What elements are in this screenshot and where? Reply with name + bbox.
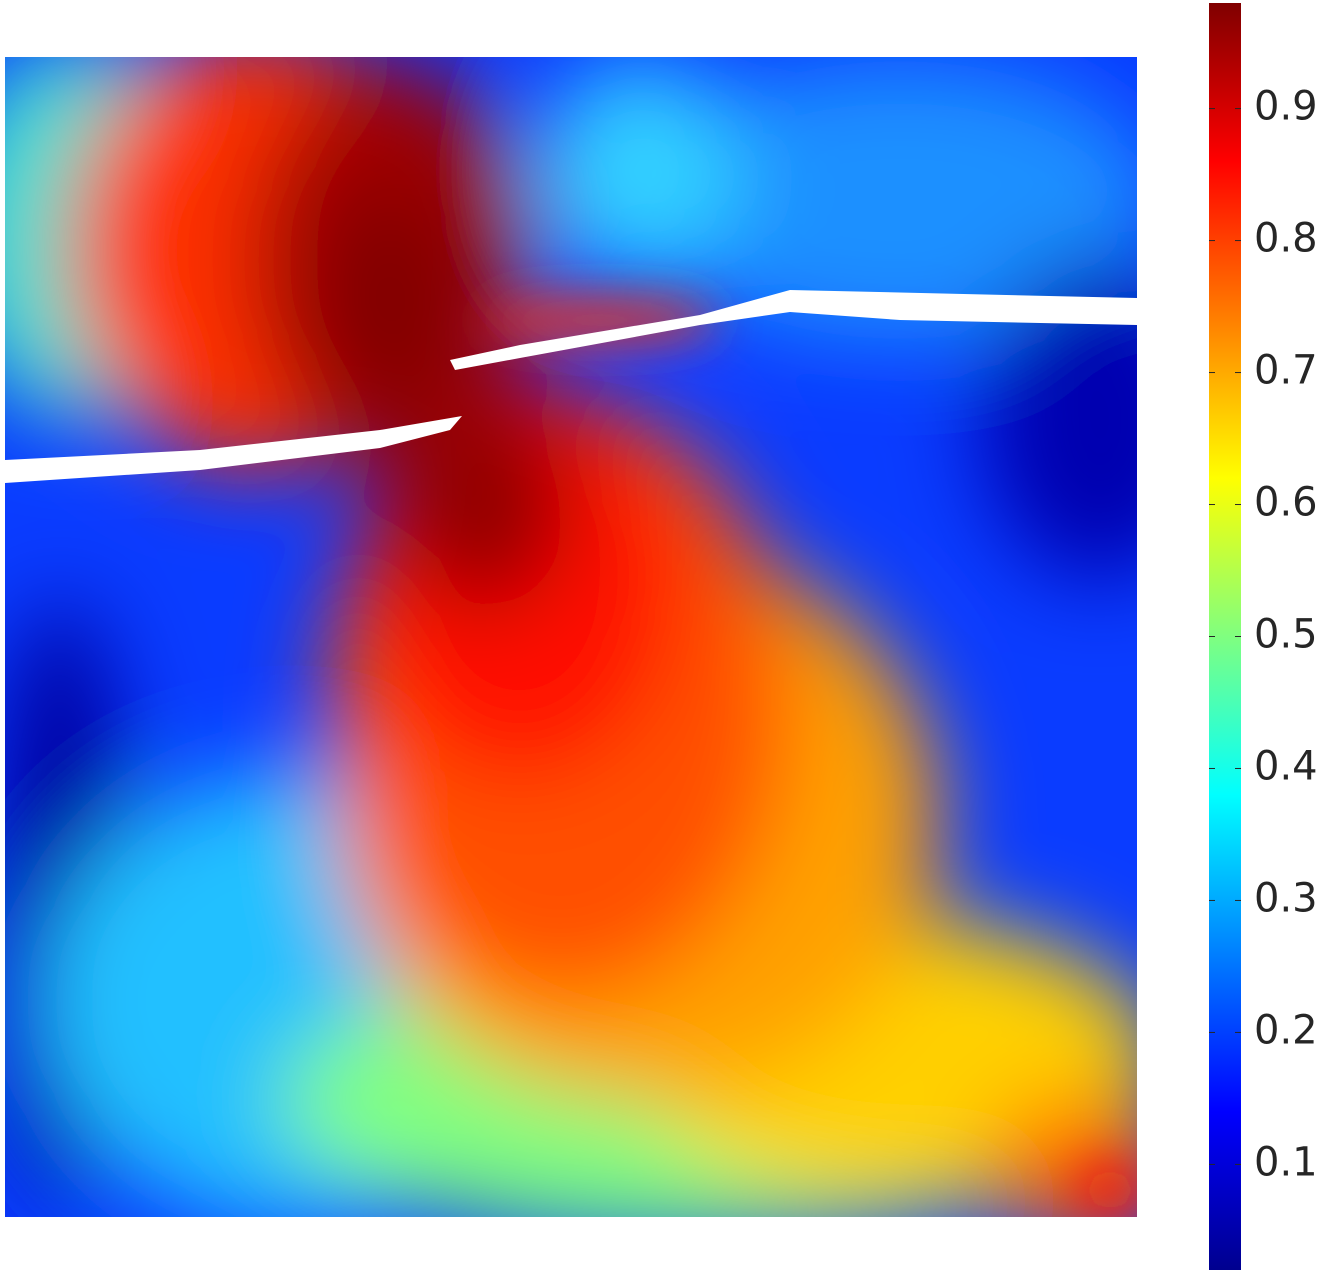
colorbar-tick-label: 0.9 [1254, 84, 1318, 130]
colorbar-tick-label: 0.2 [1254, 1007, 1318, 1053]
colorbar-tick-label: 0.5 [1254, 612, 1318, 658]
colorbar-tick-label: 0.7 [1254, 348, 1318, 394]
colorbar-tick-label: 0.8 [1254, 216, 1318, 262]
colorbar-tick-label: 0.1 [1254, 1139, 1318, 1185]
field [5, 57, 1137, 1217]
colorbar-tick-label: 0.3 [1254, 875, 1318, 921]
colorbar-tick-label: 0.4 [1254, 743, 1318, 789]
colorbar-tick-label: 0.6 [1254, 480, 1318, 526]
